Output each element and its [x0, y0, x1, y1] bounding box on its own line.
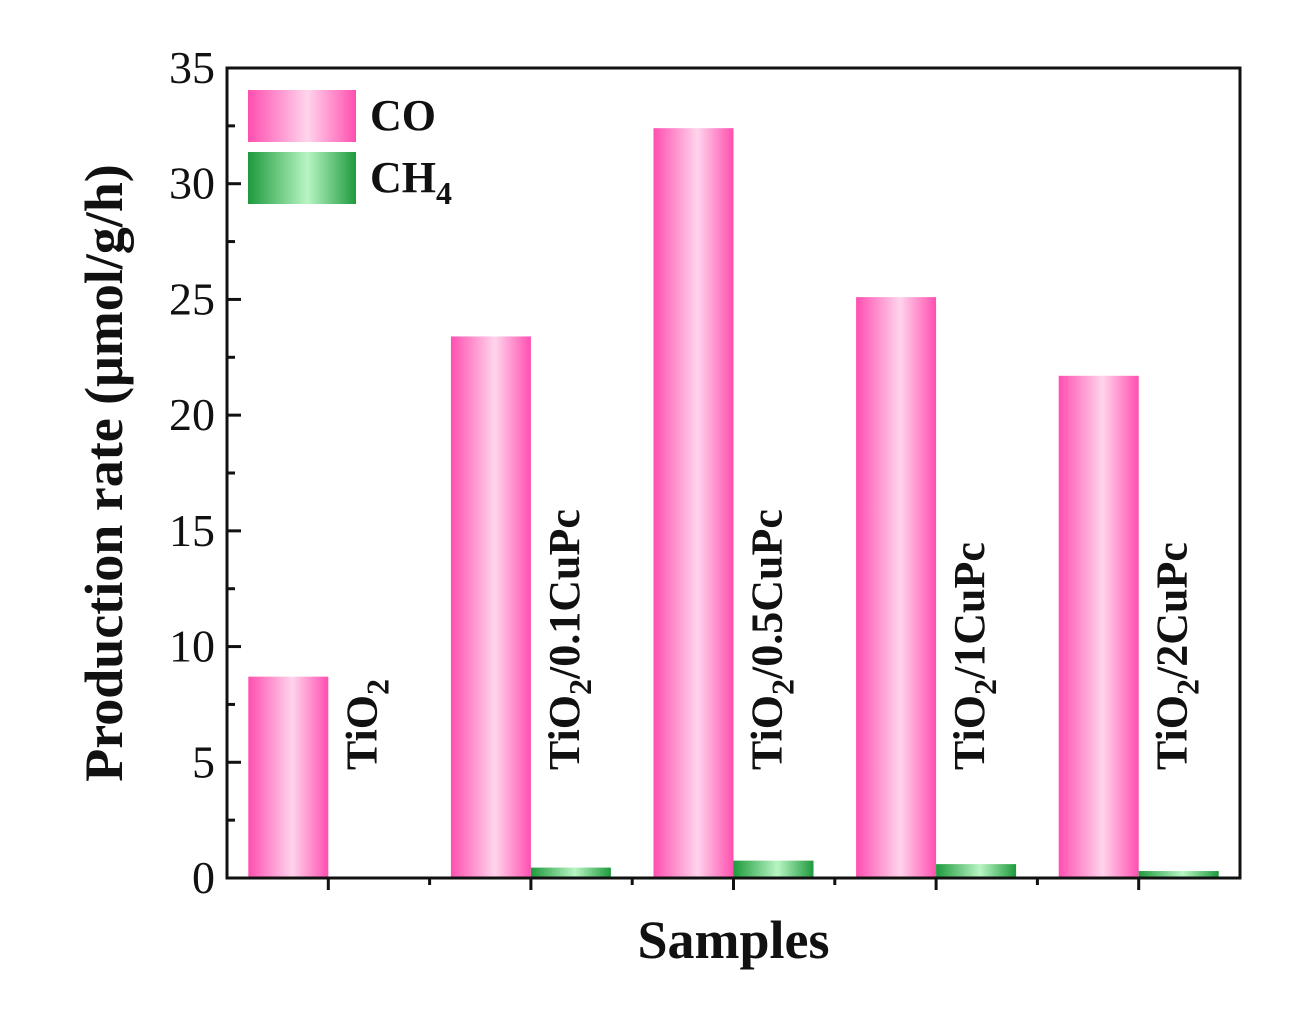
legend: CO CH4 [248, 90, 452, 211]
y-axis-title: Production rate (μmol/g/h) [74, 164, 134, 782]
legend-label-co: CO [370, 91, 436, 140]
y-tick-label: 15 [169, 505, 215, 556]
bar-co-2 [653, 128, 734, 878]
bar-ch4-1 [530, 867, 611, 878]
y-tick-label: 10 [169, 621, 215, 672]
bar-ch4-4 [1138, 871, 1219, 878]
bar-co-3 [856, 297, 937, 879]
axis-ticks: 0 5 10 15 20 25 30 35 [169, 42, 1141, 903]
y-tick-label: 20 [169, 389, 215, 440]
category-label-0: TiO2 [337, 679, 395, 770]
category-label-3: TiO2/1CuPc [945, 542, 1003, 770]
x-axis-title: Samples [637, 910, 829, 970]
legend-label-ch4: CH4 [370, 153, 452, 211]
bar-co-1 [450, 336, 531, 878]
y-tick-label: 25 [169, 273, 215, 324]
legend-swatch-co [248, 90, 356, 142]
y-tick-label: 5 [192, 736, 215, 787]
y-tick-label: 35 [169, 42, 215, 93]
category-label-1: TiO2/0.1CuPc [540, 509, 598, 770]
bar-ch4-3 [936, 864, 1017, 878]
bar-co-0 [248, 676, 329, 878]
y-tick-label: 0 [192, 852, 215, 903]
y-tick-label: 30 [169, 158, 215, 209]
legend-swatch-ch4 [248, 152, 356, 204]
category-label-4: TiO2/2CuPc [1148, 542, 1206, 770]
category-labels: TiO2 TiO2/0.1CuPc TiO2/0.5CuPc TiO2/1CuPc Ti… [337, 509, 1205, 770]
bars-layer [248, 128, 1219, 879]
bar-co-4 [1058, 375, 1139, 878]
bar-ch4-2 [733, 860, 814, 878]
category-label-2: TiO2/0.5CuPc [743, 509, 801, 770]
